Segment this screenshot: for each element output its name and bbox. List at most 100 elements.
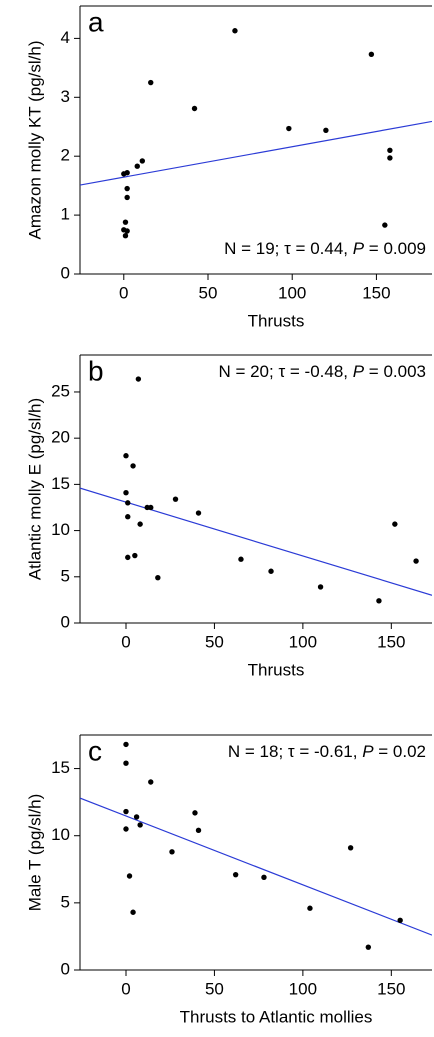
data-point bbox=[155, 575, 161, 581]
data-point bbox=[347, 845, 354, 851]
data-point bbox=[130, 909, 136, 915]
x-tick-label: 0 bbox=[119, 283, 128, 302]
fit-line bbox=[80, 487, 432, 596]
y-tick-label: 10 bbox=[51, 825, 70, 844]
data-point bbox=[125, 500, 131, 506]
data-point bbox=[125, 554, 131, 561]
annotation-part: N = 19; τ = 0.44, bbox=[224, 239, 353, 258]
y-tick-label: 0 bbox=[61, 263, 70, 282]
annotation: N = 20; τ = -0.48, P = 0.003 bbox=[218, 362, 426, 381]
data-point bbox=[124, 228, 130, 234]
x-axis-label: Thrusts bbox=[248, 311, 305, 330]
data-point bbox=[135, 376, 142, 382]
annotation: N = 19; τ = 0.44, P = 0.009 bbox=[224, 239, 426, 258]
data-point bbox=[132, 552, 138, 559]
y-tick-label: 10 bbox=[51, 520, 70, 539]
data-point bbox=[392, 521, 398, 527]
x-tick-label: 100 bbox=[289, 979, 317, 998]
y-tick-label: 20 bbox=[51, 428, 70, 447]
x-tick-label: 50 bbox=[199, 283, 218, 302]
annotation-part: = 0.003 bbox=[364, 362, 426, 381]
fit-line bbox=[80, 797, 432, 936]
annotation: N = 18; τ = -0.61, P = 0.02 bbox=[228, 742, 426, 761]
annotation-part: P bbox=[353, 239, 365, 258]
data-point bbox=[139, 158, 146, 164]
data-point bbox=[195, 827, 202, 834]
data-point bbox=[126, 873, 133, 879]
panel: 0 1 2 3 4 0 50 100 150 Thrusts Amazon molly KT (pg… bbox=[25, 5, 432, 330]
data-point bbox=[172, 496, 179, 502]
data-point bbox=[125, 514, 131, 520]
data-point bbox=[148, 79, 154, 86]
y-tick-label: 0 bbox=[61, 959, 70, 978]
data-point bbox=[122, 233, 129, 239]
x-tick-label: 150 bbox=[377, 979, 405, 998]
x-tick-label: 150 bbox=[362, 283, 390, 302]
y-tick-label: 4 bbox=[61, 28, 70, 47]
annotation-part: N = 18; τ = -0.61, bbox=[228, 742, 362, 761]
data-point bbox=[397, 917, 403, 924]
y-axis-label: Atlantic molly E (pg/sl/h) bbox=[25, 398, 44, 580]
data-point bbox=[376, 598, 382, 604]
y-tick-label: 2 bbox=[61, 146, 70, 165]
data-point bbox=[195, 510, 202, 516]
y-tick-label: 5 bbox=[61, 892, 70, 911]
data-point bbox=[413, 558, 419, 564]
data-point bbox=[238, 556, 244, 562]
y-tick-label: 3 bbox=[61, 87, 70, 106]
data-point bbox=[124, 169, 130, 176]
data-point bbox=[387, 155, 393, 161]
panel: 0 5 10 15 20 25 0 50 100 150 Thrusts Atlantic molly… bbox=[25, 354, 432, 679]
panel-label: b bbox=[88, 355, 104, 386]
annotation-part: P bbox=[362, 742, 374, 761]
annotation-part: = 0.02 bbox=[374, 742, 426, 761]
data-point bbox=[286, 125, 292, 132]
data-point bbox=[232, 28, 238, 34]
x-axis-label: Thrusts to Atlantic mollies bbox=[180, 1007, 373, 1026]
y-tick-label: 15 bbox=[51, 758, 70, 777]
data-point bbox=[133, 814, 140, 820]
x-tick-label: 100 bbox=[278, 283, 306, 302]
data-point bbox=[134, 163, 140, 169]
data-point bbox=[123, 489, 129, 496]
x-tick-label: 150 bbox=[377, 632, 405, 651]
data-point bbox=[124, 185, 130, 192]
data-point bbox=[123, 760, 129, 766]
y-axis-label: Male T (pg/sl/h) bbox=[25, 794, 44, 911]
data-point bbox=[192, 810, 198, 816]
data-point bbox=[317, 584, 324, 590]
annotation-part: N = 20; τ = -0.48, bbox=[218, 362, 352, 381]
data-point bbox=[123, 741, 129, 748]
y-tick-label: 1 bbox=[61, 205, 70, 224]
y-axis-label: Amazon molly KT (pg/sl/h) bbox=[25, 40, 44, 239]
panel-label: c bbox=[88, 735, 102, 766]
fit-line bbox=[80, 120, 432, 186]
annotation-part: P bbox=[353, 362, 365, 381]
panel-label: a bbox=[88, 6, 104, 37]
data-point bbox=[368, 51, 375, 57]
data-point bbox=[148, 504, 154, 511]
x-tick-label: 0 bbox=[121, 979, 130, 998]
x-tick-label: 0 bbox=[121, 632, 130, 651]
data-point bbox=[123, 808, 129, 815]
y-tick-label: 15 bbox=[51, 474, 70, 493]
data-point bbox=[268, 568, 274, 574]
data-point bbox=[137, 822, 143, 828]
y-tick-label: 25 bbox=[51, 381, 70, 400]
data-point bbox=[191, 105, 198, 112]
x-tick-label: 50 bbox=[205, 979, 224, 998]
data-point bbox=[323, 127, 329, 133]
data-point bbox=[365, 944, 372, 950]
data-point bbox=[261, 874, 267, 881]
x-tick-label: 50 bbox=[205, 632, 224, 651]
data-point bbox=[382, 222, 388, 228]
data-point bbox=[169, 849, 175, 855]
data-point bbox=[232, 871, 239, 878]
x-tick-label: 100 bbox=[289, 632, 317, 651]
data-point bbox=[307, 905, 313, 911]
data-point bbox=[123, 453, 129, 459]
y-tick-label: 5 bbox=[61, 566, 70, 585]
data-point bbox=[124, 194, 130, 201]
